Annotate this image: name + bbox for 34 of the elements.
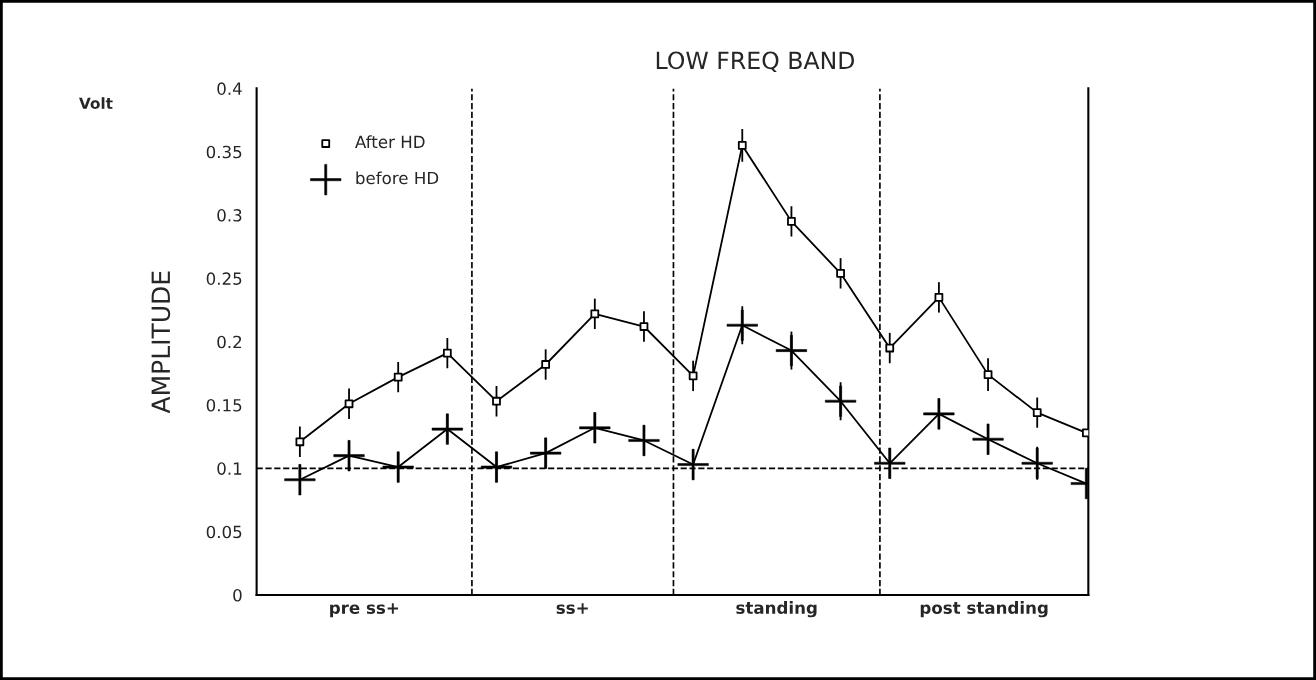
point: [983, 370, 993, 380]
text: standing: [736, 601, 817, 618]
point: [639, 322, 649, 331]
y-tick-label: 0.2: [217, 335, 242, 349]
point: [737, 141, 747, 150]
chart-title: LOW FREQ BAND: [656, 51, 855, 72]
text: post standing: [920, 601, 1048, 618]
point: [787, 217, 796, 226]
legend-label: before HD: [356, 171, 439, 185]
point: [836, 268, 845, 278]
point: [344, 399, 354, 409]
point: [541, 360, 551, 369]
y-axis-title: AMPLITUDE: [151, 271, 171, 414]
legend-label: After HD: [355, 135, 425, 149]
y-tick-label: 0.15: [206, 398, 242, 412]
y-tick-label: 0.4: [217, 82, 242, 95]
text: ss+: [556, 603, 588, 614]
y-tick-label: 0.25: [206, 272, 242, 285]
point: [393, 372, 403, 382]
y-tick-label: 0.3: [217, 209, 242, 222]
point: [1032, 408, 1042, 418]
y-tick-label: 0.1: [217, 462, 242, 475]
text: pre ss+: [330, 603, 399, 618]
y-tick-label: 0.35: [206, 145, 242, 159]
y-tick-label: 0: [233, 588, 242, 602]
point: [1081, 428, 1089, 438]
text: Volt: [79, 97, 113, 110]
point: [885, 343, 895, 353]
point: [295, 437, 305, 447]
y-tick-label: 0.05: [206, 525, 242, 539]
point: [492, 396, 501, 406]
point: [590, 309, 600, 319]
point: [934, 292, 944, 302]
point: [442, 348, 452, 358]
